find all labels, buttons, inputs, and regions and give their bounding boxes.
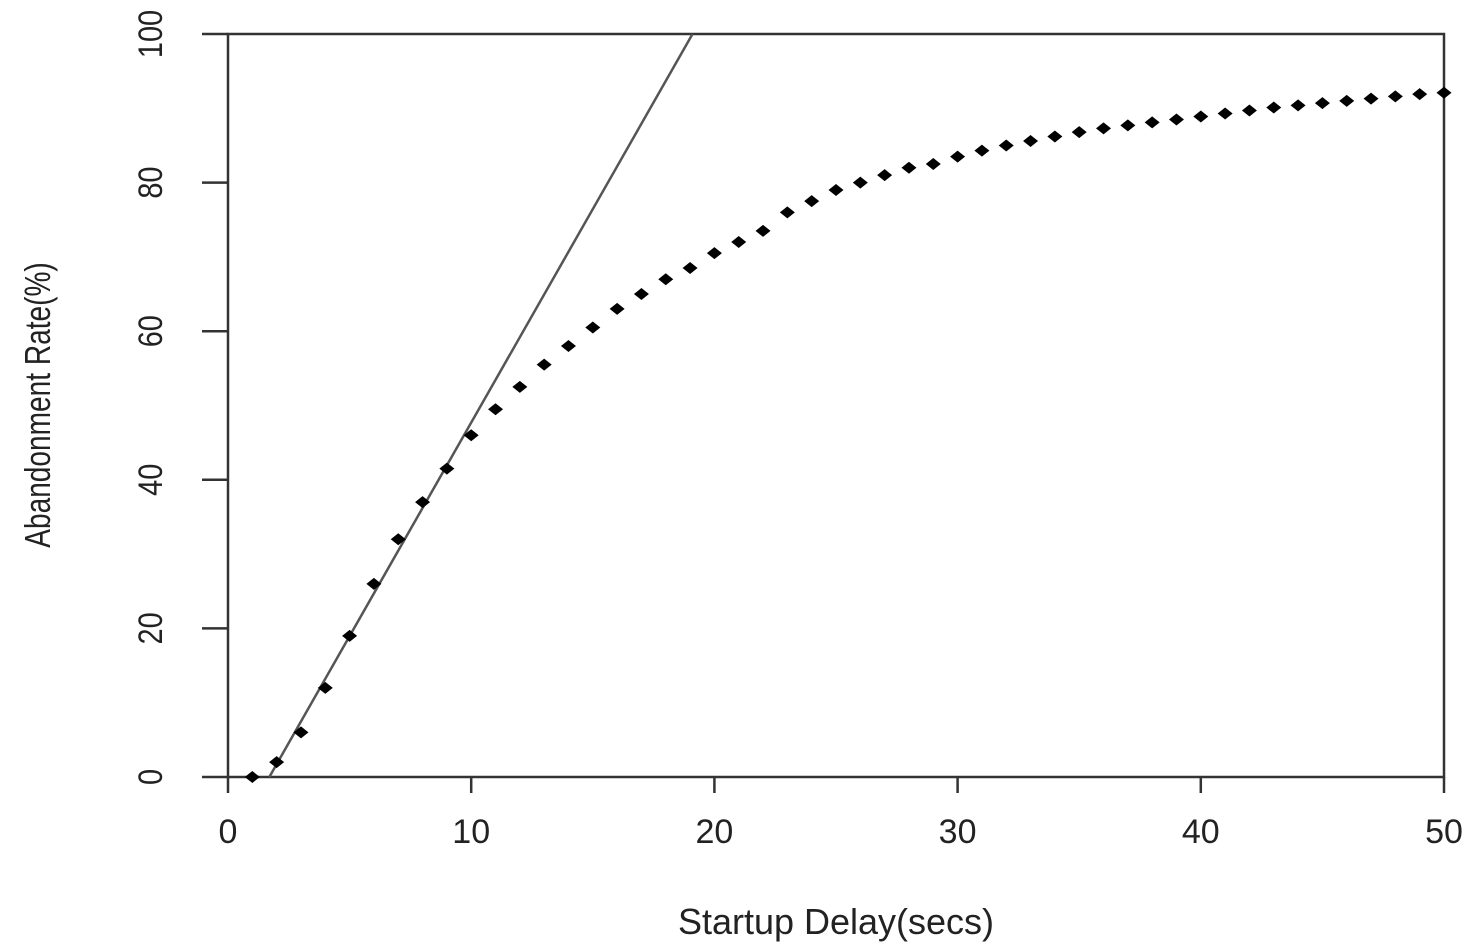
data-point — [633, 288, 649, 301]
x-tick-label: 20 — [695, 813, 733, 851]
data-point — [1071, 126, 1087, 139]
data-point — [390, 533, 406, 546]
plot-border — [226, 32, 1446, 779]
data-point — [488, 403, 504, 416]
data-point — [901, 161, 917, 174]
data-points-series — [244, 86, 1452, 783]
data-point — [1217, 107, 1233, 120]
data-point — [1314, 97, 1330, 110]
y-axis: 0 20 40 60 80 100 — [131, 10, 228, 785]
data-point — [1339, 94, 1355, 107]
data-point — [1023, 134, 1039, 147]
data-point — [269, 756, 285, 769]
x-axis-label: Startup Delay(secs) — [678, 901, 994, 942]
data-point — [1387, 90, 1403, 103]
data-point — [560, 340, 576, 353]
data-point — [1241, 104, 1257, 117]
data-point — [852, 176, 868, 189]
data-point — [755, 224, 771, 237]
data-point — [1168, 113, 1184, 126]
y-tick-label: 40 — [131, 464, 170, 496]
data-point — [244, 771, 260, 783]
data-point — [1363, 92, 1379, 105]
data-point — [925, 158, 941, 171]
data-point — [439, 462, 455, 475]
data-point — [706, 247, 722, 260]
data-point — [731, 236, 747, 249]
fit-line — [268, 33, 694, 778]
data-point — [342, 629, 358, 642]
data-point — [1047, 130, 1063, 143]
data-point — [1096, 122, 1112, 135]
data-point — [317, 681, 333, 694]
y-tick-label: 0 — [131, 769, 170, 785]
y-axis-label: Abandonment Rate(%) — [18, 262, 58, 547]
y-tick-label: 100 — [131, 10, 170, 58]
data-point — [1436, 86, 1452, 99]
data-point — [1120, 119, 1136, 132]
data-point — [779, 206, 795, 219]
data-point — [512, 380, 528, 393]
plot-frame — [226, 32, 1446, 779]
data-point — [658, 273, 674, 286]
x-tick-label: 30 — [939, 813, 977, 851]
data-point — [950, 150, 966, 163]
data-point — [609, 302, 625, 315]
y-tick-label: 60 — [131, 315, 170, 347]
data-point — [1266, 101, 1282, 114]
data-point — [682, 262, 698, 275]
y-tick-label: 80 — [131, 167, 170, 199]
data-point — [1193, 110, 1209, 123]
data-point — [293, 726, 309, 739]
data-point — [998, 139, 1014, 152]
fit-line-series — [268, 33, 694, 778]
x-tick-label: 50 — [1425, 813, 1463, 851]
data-point — [585, 321, 601, 334]
data-point — [1412, 88, 1428, 101]
data-point — [828, 184, 844, 197]
data-point — [1144, 116, 1160, 129]
data-point — [536, 358, 552, 371]
data-point — [463, 429, 479, 442]
y-tick-label: 20 — [131, 612, 170, 644]
x-tick-label: 40 — [1182, 813, 1220, 851]
x-tick-label: 10 — [452, 813, 490, 851]
data-point — [877, 169, 893, 182]
x-axis: 0 10 20 30 40 50 — [219, 777, 1463, 851]
x-tick-label: 0 — [219, 813, 238, 851]
data-point — [804, 195, 820, 208]
data-point — [415, 496, 431, 509]
data-point — [974, 144, 990, 157]
data-point — [366, 577, 382, 590]
data-point — [1290, 99, 1306, 112]
